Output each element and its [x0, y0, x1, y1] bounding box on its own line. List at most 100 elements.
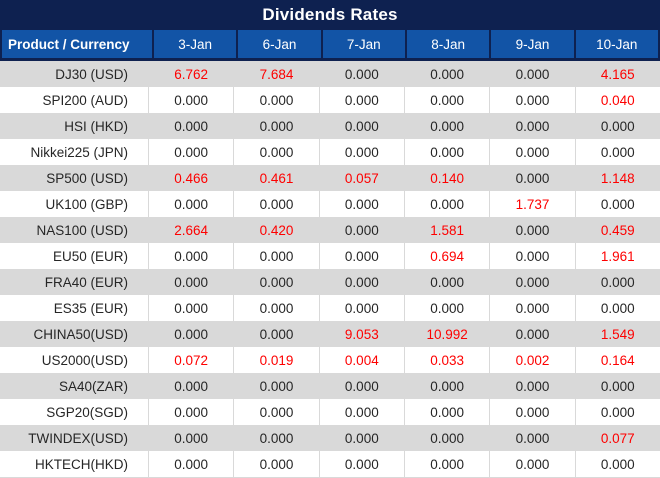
- table-row: SA40(ZAR) 0.000 0.000 0.000 0.000 0.000 0.000: [0, 373, 660, 399]
- value-cell: 0.000: [403, 295, 489, 321]
- value-cell: 0.000: [403, 269, 489, 295]
- value-cell: 0.000: [403, 61, 489, 87]
- value-cell: 0.000: [403, 139, 489, 165]
- value-cell: 0.000: [318, 243, 404, 269]
- product-cell: US2000(USD): [41, 352, 128, 368]
- value-cell: 0.000: [318, 425, 404, 451]
- value-cell: 0.057: [318, 165, 404, 191]
- table-row: SGP20(SGD) 0.000 0.000 0.000 0.000 0.000 0.000: [0, 399, 660, 425]
- value-cell: 0.000: [489, 425, 574, 451]
- value-cell: 6.762: [148, 61, 233, 87]
- value-cell: 0.000: [574, 451, 660, 477]
- table-row: ES35 (EUR) 0.000 0.000 0.000 0.000 0.000 0.000: [0, 295, 660, 321]
- value-cell: 10.992: [403, 321, 489, 347]
- product-cell: HKTECH(HKD): [35, 456, 128, 472]
- table-row: HSI (HKD) 0.000 0.000 0.000 0.000 0.000 0.000: [0, 113, 660, 139]
- value-cell: 0.000: [233, 451, 318, 477]
- value-cell: 0.000: [233, 87, 318, 113]
- value-cell: 0.000: [318, 113, 404, 139]
- value-cell: 0.000: [489, 399, 574, 425]
- value-cell: 0.000: [233, 399, 318, 425]
- value-cell: 0.000: [574, 295, 660, 321]
- value-cell: 0.000: [403, 425, 489, 451]
- value-cell: 0.000: [148, 139, 233, 165]
- value-cell: 1.737: [489, 191, 574, 217]
- value-cell: 0.000: [489, 165, 574, 191]
- value-cell: 1.961: [574, 243, 660, 269]
- value-cell: 0.466: [148, 165, 233, 191]
- value-cell: 0.000: [148, 191, 233, 217]
- value-cell: 0.000: [489, 87, 574, 113]
- value-cell: 0.000: [318, 399, 404, 425]
- table-row: EU50 (EUR) 0.000 0.000 0.000 0.694 0.000 1.961: [0, 243, 660, 269]
- value-cell: 0.000: [403, 373, 489, 399]
- product-cell: HSI (HKD): [64, 118, 128, 134]
- product-cell: SGP20(SGD): [46, 404, 128, 420]
- value-cell: 0.000: [148, 451, 233, 477]
- value-cell: 0.000: [318, 191, 404, 217]
- value-cell: 0.000: [233, 321, 318, 347]
- value-cell: 0.000: [403, 399, 489, 425]
- product-cell: UK100 (GBP): [45, 196, 128, 212]
- value-cell: 0.000: [574, 399, 660, 425]
- value-cell: 0.420: [233, 217, 318, 243]
- table-row: CHINA50(USD) 0.000 0.000 9.053 10.992 0.000 1.…: [0, 321, 660, 347]
- value-cell: 0.077: [574, 425, 660, 451]
- column-header-row: Product / Currency 3-Jan 6-Jan 7-Jan 8-Jan 9…: [0, 30, 660, 61]
- product-cell: SPI200 (AUD): [42, 92, 128, 108]
- product-cell: NAS100 (USD): [36, 222, 128, 238]
- value-cell: 0.000: [574, 191, 660, 217]
- date-header-9-jan: 9-Jan: [491, 30, 574, 58]
- table-row: FRA40 (EUR) 0.000 0.000 0.000 0.000 0.000 0.00…: [0, 269, 660, 295]
- value-cell: 0.019: [233, 347, 318, 373]
- value-cell: 0.000: [318, 61, 404, 87]
- value-cell: 0.000: [318, 269, 404, 295]
- value-cell: 0.000: [148, 295, 233, 321]
- value-cell: 0.000: [489, 61, 574, 87]
- value-cell: 1.148: [574, 165, 660, 191]
- value-cell: 0.000: [233, 139, 318, 165]
- value-cell: 0.000: [489, 321, 574, 347]
- value-cell: 0.000: [489, 373, 574, 399]
- value-cell: 0.002: [489, 347, 574, 373]
- date-header-7-jan: 7-Jan: [322, 30, 405, 58]
- value-cell: 0.164: [574, 347, 660, 373]
- date-header-10-jan: 10-Jan: [575, 30, 658, 58]
- value-cell: 9.053: [318, 321, 404, 347]
- value-cell: 0.000: [318, 295, 404, 321]
- value-cell: 0.000: [489, 113, 574, 139]
- value-cell: 0.000: [148, 373, 233, 399]
- value-cell: 0.000: [574, 139, 660, 165]
- value-cell: 0.004: [318, 347, 404, 373]
- table-row: SPI200 (AUD) 0.000 0.000 0.000 0.000 0.000 0.0…: [0, 87, 660, 113]
- value-cell: 0.000: [574, 269, 660, 295]
- product-cell: EU50 (EUR): [52, 248, 128, 264]
- table-row: US2000(USD) 0.072 0.019 0.004 0.033 0.002 0.16…: [0, 347, 660, 373]
- value-cell: 0.000: [403, 451, 489, 477]
- table-row: TWINDEX(USD) 0.000 0.000 0.000 0.000 0.000 0.0…: [0, 425, 660, 451]
- value-cell: 0.000: [233, 373, 318, 399]
- value-cell: 0.000: [148, 269, 233, 295]
- product-cell: DJ30 (USD): [55, 66, 128, 82]
- table-row: SP500 (USD) 0.466 0.461 0.057 0.140 0.000 1.14…: [0, 165, 660, 191]
- value-cell: 0.033: [403, 347, 489, 373]
- date-header-3-jan: 3-Jan: [154, 30, 237, 58]
- value-cell: 0.694: [403, 243, 489, 269]
- table-body: DJ30 (USD) 6.762 7.684 0.000 0.000 0.000 4.165…: [0, 61, 660, 477]
- value-cell: 1.581: [403, 217, 489, 243]
- value-cell: 0.000: [403, 191, 489, 217]
- product-cell: CHINA50(USD): [33, 326, 128, 342]
- value-cell: 0.000: [233, 425, 318, 451]
- value-cell: 2.664: [148, 217, 233, 243]
- value-cell: 0.000: [233, 269, 318, 295]
- value-cell: 7.684: [233, 61, 318, 87]
- product-cell: SP500 (USD): [46, 170, 128, 186]
- date-header-8-jan: 8-Jan: [406, 30, 490, 58]
- value-cell: 0.000: [233, 191, 318, 217]
- product-cell: Nikkei225 (JPN): [30, 144, 128, 160]
- value-cell: 0.459: [574, 217, 660, 243]
- product-cell: FRA40 (EUR): [44, 274, 128, 290]
- value-cell: 1.549: [574, 321, 660, 347]
- value-cell: 0.000: [489, 451, 574, 477]
